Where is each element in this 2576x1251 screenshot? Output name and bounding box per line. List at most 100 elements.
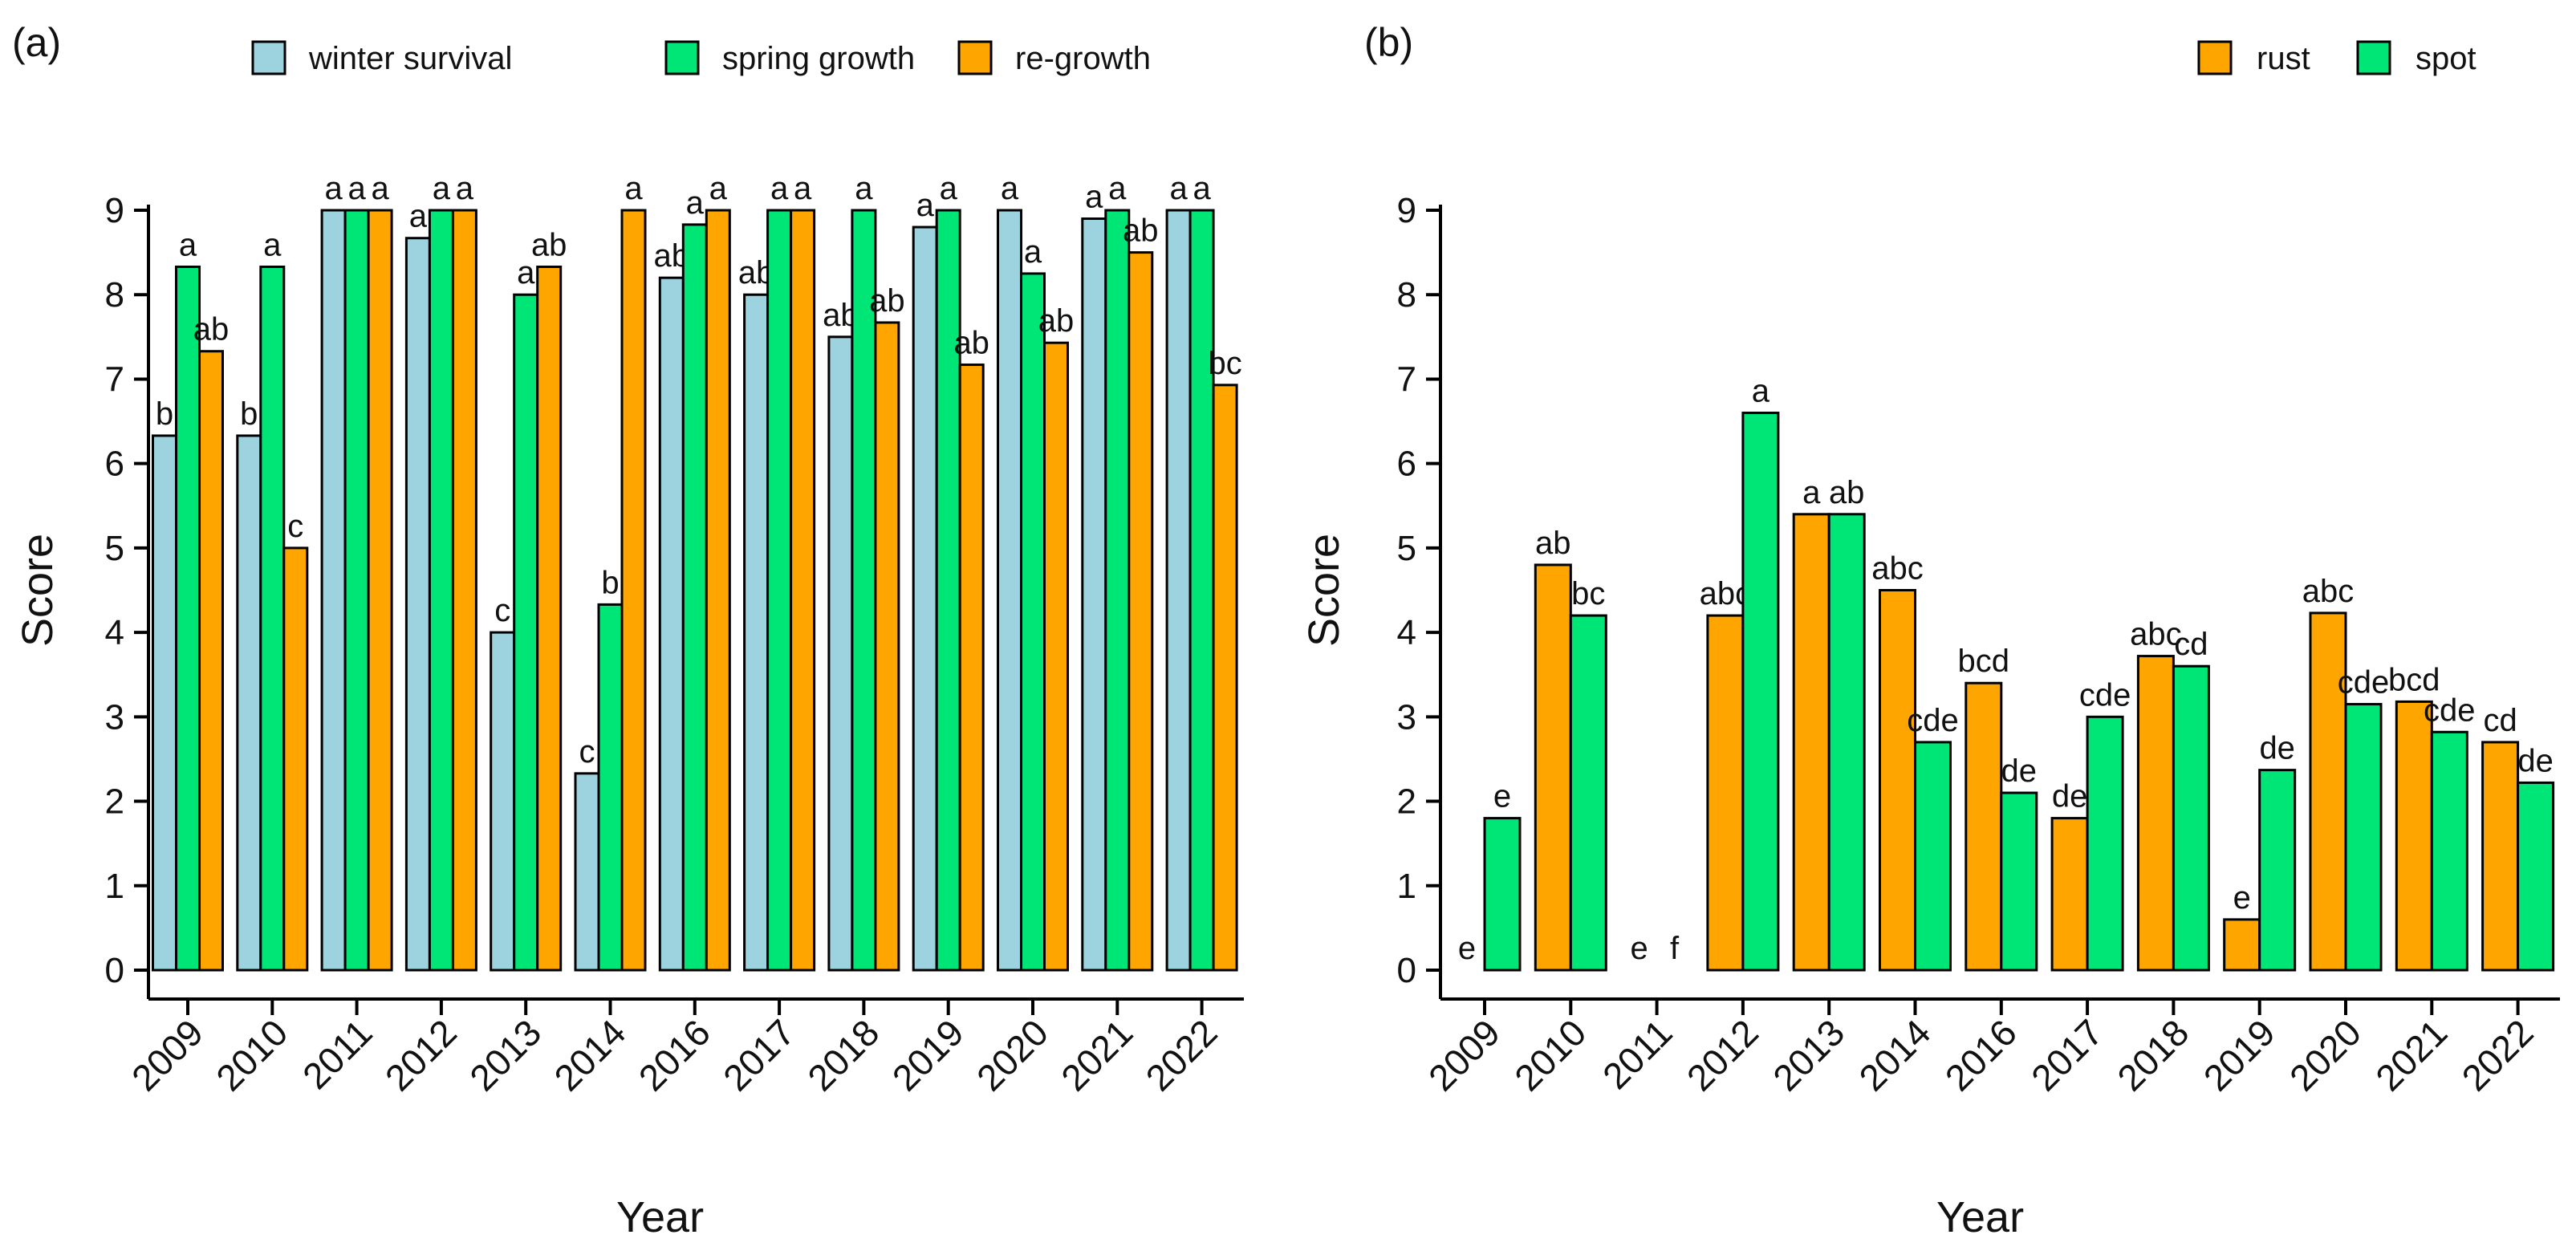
bar [2086, 715, 2124, 972]
bar [1043, 341, 1069, 972]
significance-label: ab [193, 312, 230, 347]
y-tick-label: 8 [1397, 275, 1416, 315]
significance-label: b [240, 396, 258, 432]
significance-label: bc [1208, 346, 1241, 381]
bar [198, 350, 224, 972]
x-tick-label: 2009 [124, 1011, 211, 1099]
bar [935, 209, 961, 972]
y-tick-label: 8 [105, 275, 124, 315]
significance-label: ab [1535, 526, 1571, 561]
x-tick-label: 2009 [1420, 1011, 1508, 1099]
significance-label: de [2517, 743, 2554, 778]
y-tick-label: 9 [1397, 191, 1416, 230]
y-tick-label: 1 [1397, 867, 1416, 906]
bar [2172, 664, 2210, 972]
bar [490, 631, 516, 972]
y-tick-label: 4 [105, 613, 124, 652]
x-tick-label: 2013 [1765, 1011, 1852, 1099]
legend-label: spring growth [722, 41, 915, 76]
bar [1188, 209, 1215, 972]
bar [1879, 589, 1916, 972]
y-tick-label: 6 [105, 445, 124, 484]
significance-label: a [517, 255, 535, 290]
x-axis-title: Year [1936, 1193, 2024, 1241]
x-tick-label: 2014 [546, 1011, 633, 1099]
x-tick-label: 2021 [1053, 1011, 1140, 1099]
significance-label: de [2259, 731, 2295, 766]
legend-label: re-growth [1015, 41, 1151, 76]
significance-label: ab [1038, 303, 1075, 339]
bar [1081, 217, 1107, 972]
bar [851, 209, 877, 972]
legend-swatch [2197, 40, 2233, 75]
legend-swatch [2356, 40, 2391, 75]
significance-label: ab [1829, 475, 1865, 510]
y-tick-label: 7 [1397, 359, 1416, 399]
panel-a: (a) winter survival spring growth re-growth… [12, 20, 1244, 1241]
x-tick-label: 2016 [1937, 1011, 2025, 1099]
y-tick-label: 7 [105, 359, 124, 399]
significance-label: e [1493, 779, 1511, 814]
significance-label: a [794, 171, 812, 206]
bar [404, 237, 431, 972]
x-tick-label: 2013 [461, 1011, 549, 1099]
bar [790, 209, 816, 972]
x-tick-label: 2012 [1679, 1011, 1766, 1099]
significance-label: cde [2079, 677, 2131, 713]
significance-label: a [770, 171, 789, 206]
significance-label: b [601, 565, 619, 600]
bar [2258, 769, 2297, 972]
significance-label: bcd [2388, 662, 2440, 697]
bar [282, 546, 309, 972]
x-tick-label: 2018 [799, 1011, 887, 1099]
significance-label: a [347, 171, 366, 206]
x-axis-title: Year [616, 1193, 704, 1241]
bar [1128, 251, 1154, 972]
y-axis-title: Score [14, 534, 62, 647]
x-tick-label: 2020 [969, 1011, 1056, 1099]
x-tick-label: 2019 [884, 1011, 972, 1099]
x-tick-label: 2022 [1138, 1011, 1225, 1099]
significance-label: ab [531, 227, 567, 262]
bar [2517, 781, 2555, 972]
bar [681, 223, 708, 972]
bar [320, 209, 347, 972]
y-tick-label: 5 [105, 529, 124, 568]
bar [428, 209, 454, 972]
bar [827, 335, 854, 972]
significance-label: cd [2174, 627, 2208, 662]
significance-label: a [916, 188, 935, 223]
panel-label: (b) [1364, 20, 1413, 65]
bar [2344, 703, 2383, 972]
significance-label: ab [1123, 213, 1159, 249]
x-tick-label: 2021 [2367, 1011, 2455, 1099]
bar [513, 293, 539, 972]
legend-swatch [251, 40, 286, 75]
significance-label: abc [2302, 574, 2355, 609]
bar [2481, 741, 2520, 972]
bar [236, 434, 262, 972]
significance-label: cde [2424, 693, 2476, 728]
bar [1741, 412, 1780, 972]
significance-label: a [709, 171, 728, 206]
bar [1914, 741, 1952, 972]
bar [766, 209, 793, 972]
y-tick-label: 3 [105, 697, 124, 737]
bar [1165, 209, 1192, 972]
significance-label: a [371, 171, 389, 206]
legend-swatch [957, 40, 993, 75]
bar [743, 293, 770, 972]
y-tick-label: 1 [105, 867, 124, 906]
significance-label: a [1108, 171, 1127, 206]
significance-label: cd [2483, 703, 2517, 738]
x-tick-label: 2017 [715, 1011, 802, 1099]
legend-label: rust [2257, 41, 2310, 76]
bar [874, 321, 900, 972]
significance-label: a [179, 227, 197, 262]
significance-label: bcd [1958, 644, 2010, 679]
x-tick-label: 2018 [2109, 1011, 2196, 1099]
significance-label: a [855, 171, 873, 206]
bar [2050, 817, 2089, 972]
